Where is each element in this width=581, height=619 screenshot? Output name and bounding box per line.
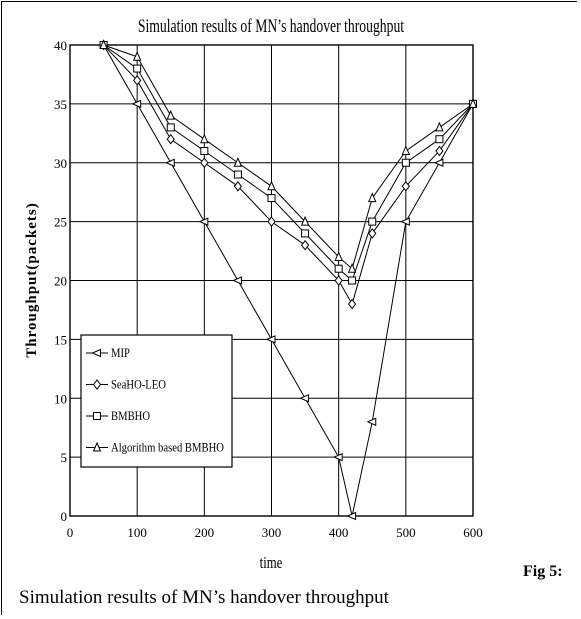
legend-label: BMBHO	[111, 408, 150, 423]
y-tick-label: 20	[54, 274, 67, 289]
data-point-square	[93, 412, 101, 420]
data-point-triangle-up	[132, 51, 142, 61]
data-point-diamond	[334, 275, 343, 286]
data-point-triangle-left	[400, 217, 410, 226]
data-point-diamond	[435, 145, 444, 157]
data-point-triangle-up	[300, 215, 310, 226]
series-layer	[97, 39, 478, 521]
y-tick-label: 15	[54, 332, 67, 347]
data-point-triangle-up	[99, 39, 108, 49]
data-point-square	[401, 158, 410, 167]
data-point-triangle-up	[166, 109, 176, 120]
data-point-triangle-up	[401, 145, 411, 155]
y-tick-label: 10	[54, 391, 67, 406]
chart-legend: MIP SeaHO-LEO BMBHO Algorithm based BMBHO	[80, 334, 233, 468]
x-tick-label: 500	[396, 525, 416, 540]
series-1	[99, 39, 478, 310]
data-point-diamond	[92, 379, 102, 390]
legend-label: Algorithm based BMBHO	[111, 439, 224, 454]
figure-caption: Simulation results of MN’s handover thro…	[19, 587, 389, 608]
data-point-square	[200, 146, 209, 155]
data-point-square	[435, 135, 444, 144]
x-tick-label: 300	[262, 525, 282, 540]
plot-border	[69, 44, 474, 517]
data-point-triangle-left	[346, 511, 357, 521]
series-3	[99, 39, 478, 273]
legend-box	[80, 334, 233, 468]
data-point-diamond	[133, 75, 142, 86]
data-point-triangle-left	[198, 217, 209, 226]
y-axis-label: Throughput(packets)	[24, 202, 40, 357]
data-point-diamond	[233, 180, 243, 192]
legend-label: MIP	[111, 345, 130, 360]
data-point-triangle-left	[232, 276, 242, 285]
data-point-square	[267, 194, 276, 203]
x-axis-label: time	[260, 554, 283, 572]
data-point-triangle-up	[334, 251, 343, 261]
data-point-square	[334, 264, 343, 273]
data-point-triangle-up	[200, 133, 209, 144]
data-point-triangle-up	[367, 192, 377, 203]
chart-title: Simulation results of MN’s handover thro…	[138, 15, 405, 37]
data-point-triangle-left	[131, 99, 142, 109]
x-tick-label: 400	[329, 525, 349, 540]
data-point-square	[301, 229, 310, 238]
data-point-triangle-left	[165, 158, 175, 168]
x-tick-label: 100	[127, 525, 147, 540]
data-point-triangle-left	[366, 417, 377, 427]
data-point-triangle-left	[332, 452, 343, 462]
data-point-diamond	[166, 133, 175, 145]
tick-labels: 0 100 200 300 400 500 600 0 5 10 15 20 25 30 35 40	[54, 38, 483, 540]
y-tick-label: 5	[61, 450, 68, 465]
x-tick-label: 0	[67, 525, 74, 540]
data-point-triangle-left	[265, 335, 276, 344]
data-point-triangle-left	[433, 158, 444, 168]
data-point-diamond	[300, 239, 310, 251]
data-point-diamond	[200, 157, 209, 169]
data-point-square	[348, 276, 357, 285]
y-tick-label: 0	[61, 509, 68, 524]
y-tick-label: 30	[54, 156, 67, 171]
data-point-square	[233, 170, 242, 179]
series-line	[103, 44, 474, 306]
y-tick-label: 40	[54, 38, 67, 53]
data-point-square	[166, 123, 175, 132]
series-line	[103, 44, 474, 270]
data-point-triangle-up	[92, 441, 102, 452]
data-point-diamond	[401, 180, 410, 192]
data-point-triangle-left	[91, 348, 101, 358]
data-point-triangle-up	[267, 180, 276, 191]
data-point-square	[368, 217, 377, 226]
data-point-diamond	[347, 298, 357, 310]
data-point-triangle-up	[468, 98, 478, 108]
y-tick-label: 35	[54, 97, 67, 112]
data-point-triangle-up	[435, 121, 444, 132]
data-point-triangle-up	[347, 262, 357, 273]
data-point-triangle-left	[299, 393, 310, 403]
x-tick-label: 600	[463, 525, 483, 540]
data-point-diamond	[368, 228, 377, 239]
figure-label: Fig 5:	[523, 563, 563, 580]
data-point-triangle-up	[233, 157, 243, 167]
legend-label: SeaHO-LEO	[111, 376, 166, 391]
x-tick-label: 200	[195, 525, 215, 540]
y-tick-label: 25	[54, 215, 67, 230]
data-point-diamond	[267, 216, 276, 227]
data-point-square	[133, 64, 142, 73]
